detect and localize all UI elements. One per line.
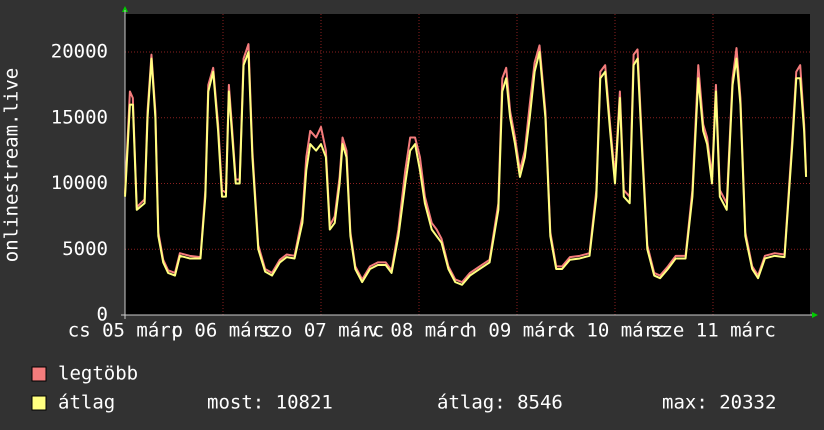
y-tick-label: 5000	[62, 238, 108, 260]
axis-arrow	[812, 312, 818, 318]
x-tick-label: sze 11 márc	[650, 320, 776, 342]
x-tick-label: cs 05 márc	[68, 320, 182, 342]
x-tick-label: k 10 márc	[564, 320, 667, 342]
axis-arrow	[122, 6, 128, 12]
x-tick-label: p 06 márc	[172, 320, 275, 342]
stat-label: max: 20332	[662, 392, 776, 414]
stat-label: most: 10821	[207, 392, 333, 414]
y-axis-label: onlinestream.live	[1, 68, 23, 262]
series-line	[124, 51, 808, 286]
stat-label: átlag: 8546	[437, 392, 563, 414]
legend-swatch	[31, 395, 47, 411]
y-tick-label: 10000	[51, 172, 108, 194]
legend-label: legtöbb	[58, 363, 138, 385]
y-tick-label: 20000	[51, 41, 108, 63]
x-tick-label: h 09 márc	[466, 320, 569, 342]
x-tick-label: szo 07 márc	[258, 320, 384, 342]
y-tick-label: 0	[97, 304, 108, 326]
legend-swatch	[31, 366, 47, 382]
y-tick-label: 15000	[51, 106, 108, 128]
legend-label: átlag	[58, 392, 115, 414]
x-tick-label: v 08 márc	[368, 320, 471, 342]
